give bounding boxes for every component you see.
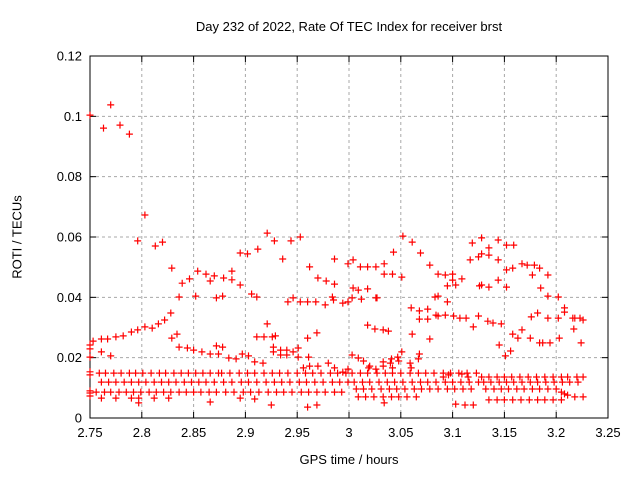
plot-border [89,55,609,419]
y-tick-label: 0 [75,411,82,426]
y-tick-label: 0.06 [57,230,82,245]
x-tick-label: 2.8 [133,425,151,440]
chart-title: Day 232 of 2022, Rate Of TEC Index for r… [195,19,503,34]
y-axis-label: ROTI / TECUs [9,195,25,279]
x-tick-label: 3.15 [492,425,517,440]
x-tick-label: 2.9 [236,425,254,440]
x-tick-label: 2.85 [181,425,206,440]
x-tick-label: 3.1 [444,425,462,440]
x-tick-label: 3 [345,425,352,440]
data-points [86,101,587,411]
grid-lines [90,56,608,418]
x-axis-label: GPS time / hours [299,452,399,467]
y-tick-label: 0.02 [57,350,82,365]
y-tick-label: 0.1 [64,109,82,124]
x-tick-label: 3.25 [595,425,620,440]
tick-labels: 2.75 2.8 2.85 2.9 2.95 3 3.05 3.1 3.15 3.2 3.25 0 0.… [57,49,621,441]
x-tick-label: 3.2 [547,425,565,440]
x-tick-label: 2.95 [285,425,310,440]
y-tick-label: 0.12 [57,49,82,64]
x-tick-label: 3.05 [388,425,413,440]
y-tick-label: 0.08 [57,169,82,184]
y-tick-label: 0.04 [57,290,82,305]
x-tick-label: 2.75 [77,425,102,440]
